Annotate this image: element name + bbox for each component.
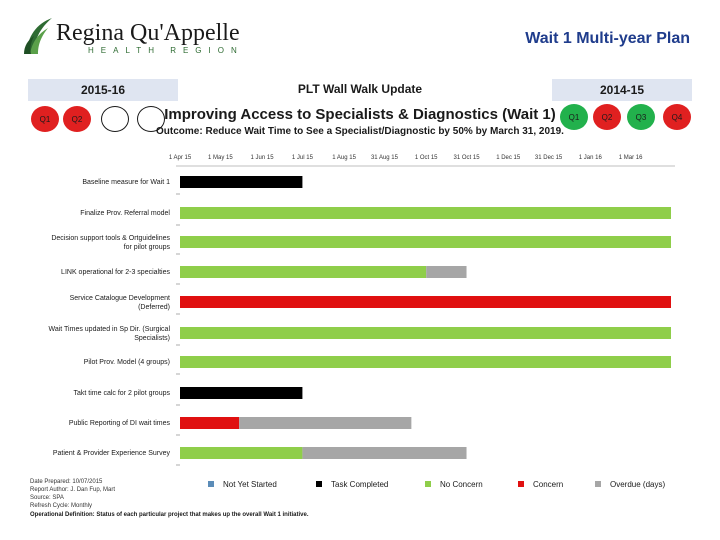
year-right-banner: 2014-15: [552, 79, 692, 101]
slide-title: Wait 1 Multi-year Plan: [525, 30, 690, 47]
legend-swatch-concern: [518, 481, 524, 487]
quarters-left-q1: Q1: [31, 106, 59, 132]
x-tick-label: 31 Oct 15: [454, 155, 481, 161]
task-label: Public Reporting of DI wait times: [69, 420, 171, 427]
task-label: Pilot Prov. Model (4 groups): [84, 359, 170, 366]
bar-no_concern: [180, 447, 303, 459]
quarters-right-q2: Q2: [593, 104, 621, 130]
x-tick-label: 1 Oct 15: [415, 155, 438, 161]
chart-subtitle: Outcome: Reduce Wait Time to See a Speci…: [156, 126, 564, 137]
bar-no_concern: [180, 356, 671, 368]
bar-no_concern: [180, 266, 427, 278]
footer-source: Source: SPA: [30, 495, 64, 501]
x-tick-label: 1 Aug 15: [332, 155, 356, 161]
quarters-left-q4: [137, 106, 165, 132]
footer-report-author: Report Author: J. Dan Fup, Mart: [30, 487, 116, 493]
task-label: Specialists): [134, 335, 170, 342]
quarters-left-q3: [101, 106, 129, 132]
bar-overdue: [239, 417, 412, 429]
bar-completed: [180, 176, 303, 188]
quarters-right-q1: Q1: [560, 104, 588, 130]
quarters-right-q3: Q3: [627, 104, 655, 130]
x-tick-label: 1 Dec 15: [496, 155, 521, 161]
task-label: Patient & Provider Experience Survey: [53, 450, 171, 457]
year-left-banner: 2015-16: [28, 79, 178, 101]
legend-swatch-no_concern: [425, 481, 431, 487]
bar-overdue: [426, 266, 467, 278]
bar-no_concern: [180, 327, 671, 339]
task-label: Decision support tools & Ortguidelines: [51, 235, 170, 242]
legend-label: Task Completed: [331, 480, 388, 489]
task-label: Wait Times updated in Sp Dir. (Surgical: [48, 326, 170, 333]
footer-operational-definition: Operational Definition: Status of each p…: [30, 512, 309, 518]
x-tick-label: 31 Aug 15: [371, 155, 399, 161]
task-label: LINK operational for 2-3 specialties: [61, 269, 170, 276]
task-label: Finalize Prov. Referral model: [80, 210, 170, 217]
x-tick-label: 1 Jul 15: [292, 155, 314, 161]
bar-concern: [180, 296, 671, 308]
task-label: for pilot groups: [124, 244, 171, 251]
x-tick-label: 1 May 15: [208, 155, 233, 161]
bar-no_concern: [180, 207, 671, 219]
wall-walk-heading: PLT Wall Walk Update: [297, 82, 423, 96]
bar-overdue: [302, 447, 467, 459]
legend-swatch-overdue: [595, 481, 601, 487]
x-tick-label: 1 Mar 16: [619, 155, 643, 161]
legend-label: Concern: [533, 480, 563, 489]
quarters-right-q4: Q4: [663, 104, 691, 130]
x-tick-label: 1 Jan 16: [579, 155, 603, 161]
legend-swatch-completed: [316, 481, 322, 487]
task-label: Baseline measure for Wait 1: [82, 179, 170, 186]
legend-swatch-not_started: [208, 481, 214, 487]
bar-no_concern: [180, 236, 671, 248]
task-label: Service Catalogue Development: [70, 295, 170, 302]
footer-refresh-cycle: Refresh Cycle: Monthly: [30, 503, 93, 509]
footer-date-prepared: Date Prepared: 10/07/2015: [30, 479, 103, 485]
quarters-left-q2: Q2: [63, 106, 91, 132]
x-tick-label: 1 Jun 15: [251, 155, 275, 161]
task-label: Takt time calc for 2 pilot groups: [74, 390, 171, 397]
bar-completed: [180, 387, 303, 399]
org-subtitle: HEALTH REGION: [88, 46, 244, 55]
x-tick-label: 1 Apr 15: [169, 155, 192, 161]
logo-leaf-icon: [24, 18, 52, 54]
x-tick-label: 31 Dec 15: [535, 155, 563, 161]
task-label: (Deferred): [138, 304, 170, 311]
chart-title: Improving Access to Specialists & Diagno…: [164, 106, 556, 123]
bar-concern: [180, 417, 240, 429]
org-name: Regina Qu'Appelle: [56, 20, 240, 46]
legend-label: No Concern: [440, 480, 483, 489]
legend-label: Overdue (days): [610, 480, 665, 489]
legend-label: Not Yet Started: [223, 480, 277, 489]
